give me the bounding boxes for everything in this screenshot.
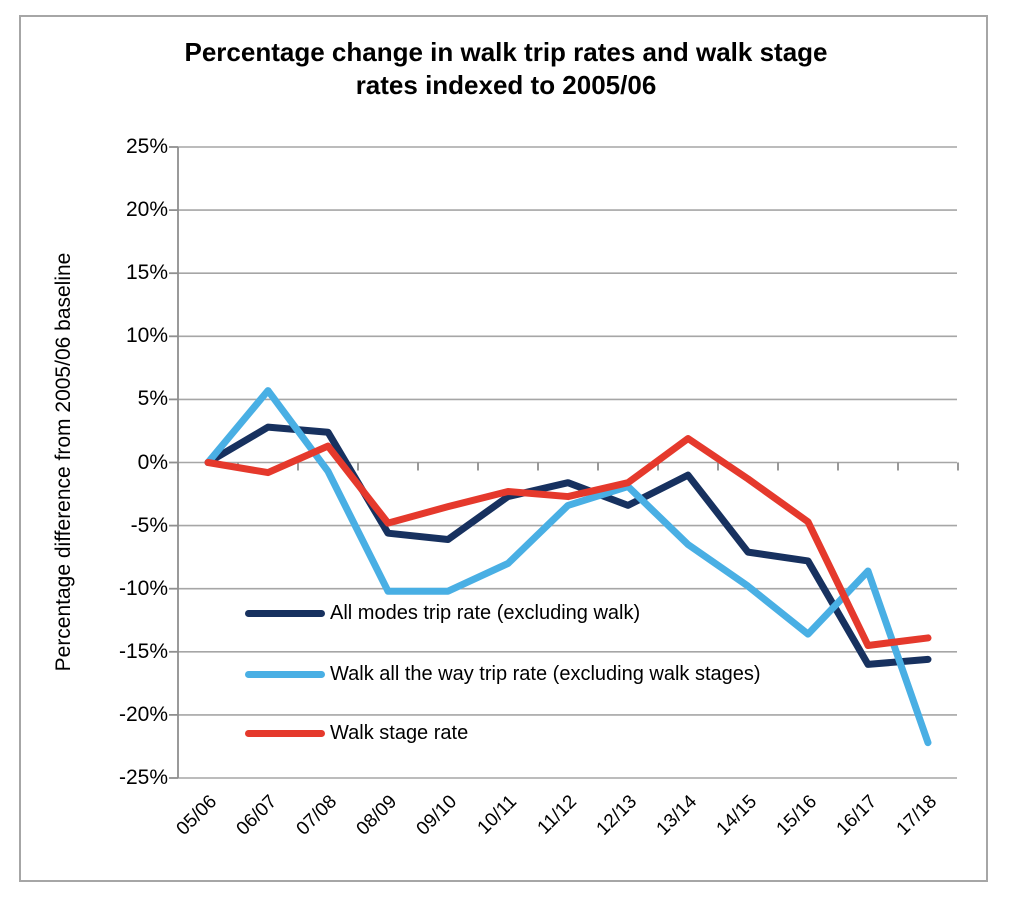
series-line-2 <box>204 435 932 649</box>
y-axis-tick-label: 0% <box>137 450 168 474</box>
chart-title-line-2: rates indexed to 2005/06 <box>355 70 657 100</box>
y-axis-tick-label: 5% <box>137 387 168 411</box>
y-axis-tick-label: 15% <box>125 261 168 285</box>
chart-border <box>19 15 988 882</box>
y-axis-tick-label: -25% <box>118 766 168 789</box>
series-line-1 <box>204 387 932 747</box>
series-line-0 <box>204 423 932 668</box>
y-axis-tick-label: -5% <box>130 513 168 537</box>
chart-title: Percentage change in walk trip rates and… <box>126 36 886 102</box>
y-axis-tick-label: 20% <box>125 198 168 222</box>
y-axis-tick-label: -15% <box>118 639 168 663</box>
chart-title-line-1: Percentage change in walk trip rates and… <box>184 37 828 67</box>
y-axis-tick-label: 10% <box>125 324 168 348</box>
y-axis-tick-label: 25% <box>125 135 168 158</box>
y-axis-title: Percentage difference from 2005/06 basel… <box>52 252 75 672</box>
y-axis-tick-label: -20% <box>118 702 168 726</box>
y-axis-tick-label: -10% <box>118 576 168 600</box>
